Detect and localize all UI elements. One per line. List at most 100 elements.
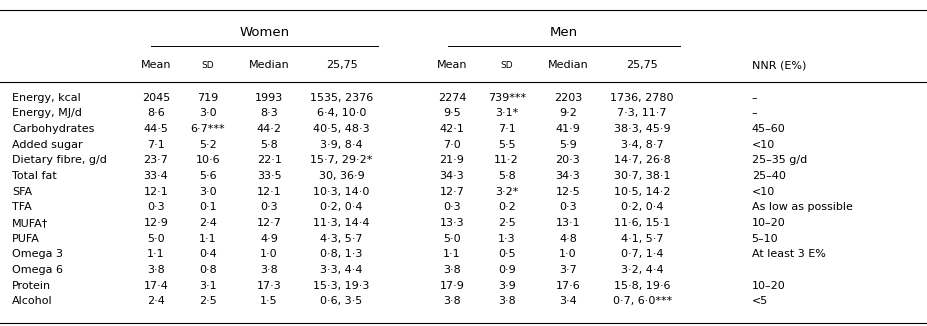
- Text: 25,75: 25,75: [626, 60, 657, 70]
- Text: 5·0: 5·0: [147, 234, 164, 244]
- Text: 13·3: 13·3: [439, 218, 464, 228]
- Text: Dietary fibre, g/d: Dietary fibre, g/d: [12, 156, 107, 165]
- Text: 33·4: 33·4: [144, 171, 168, 181]
- Text: 0·3: 0·3: [559, 202, 576, 212]
- Text: 0·2: 0·2: [497, 202, 515, 212]
- Text: 10·3, 14·0: 10·3, 14·0: [313, 187, 369, 197]
- Text: 1535, 2376: 1535, 2376: [310, 93, 373, 103]
- Text: 20·3: 20·3: [555, 156, 579, 165]
- Text: SFA: SFA: [12, 187, 32, 197]
- Text: 0·7, 6·0***: 0·7, 6·0***: [612, 296, 671, 306]
- Text: 8·6: 8·6: [146, 109, 165, 118]
- Text: 3·9, 8·4: 3·9, 8·4: [320, 140, 362, 150]
- Text: 3·0: 3·0: [199, 187, 216, 197]
- Text: <5: <5: [751, 296, 768, 306]
- Text: 17·3: 17·3: [257, 281, 281, 290]
- Text: 7·1: 7·1: [146, 140, 165, 150]
- Text: 12·1: 12·1: [257, 187, 281, 197]
- Text: 1993: 1993: [255, 93, 283, 103]
- Text: 719: 719: [197, 93, 218, 103]
- Text: 0·1: 0·1: [199, 202, 216, 212]
- Text: Added sugar: Added sugar: [12, 140, 83, 150]
- Text: 0·4: 0·4: [198, 249, 217, 259]
- Text: 44·2: 44·2: [257, 124, 281, 134]
- Text: 9·2: 9·2: [558, 109, 577, 118]
- Text: 45–60: 45–60: [751, 124, 784, 134]
- Text: 1·0: 1·0: [559, 249, 576, 259]
- Text: Energy, MJ/d: Energy, MJ/d: [12, 109, 82, 118]
- Text: 4·8: 4·8: [558, 234, 577, 244]
- Text: 33·5: 33·5: [257, 171, 281, 181]
- Text: Energy, kcal: Energy, kcal: [12, 93, 81, 103]
- Text: 6·7***: 6·7***: [190, 124, 225, 134]
- Text: 11·2: 11·2: [494, 156, 518, 165]
- Text: 5·5: 5·5: [498, 140, 514, 150]
- Text: 17·4: 17·4: [144, 281, 168, 290]
- Text: 22·1: 22·1: [257, 156, 281, 165]
- Text: Median: Median: [248, 60, 289, 70]
- Text: 1·0: 1·0: [260, 249, 277, 259]
- Text: 15·7, 29·2*: 15·7, 29·2*: [310, 156, 373, 165]
- Text: 10·5, 14·2: 10·5, 14·2: [614, 187, 669, 197]
- Text: 3·8: 3·8: [442, 296, 461, 306]
- Text: 14·7, 26·8: 14·7, 26·8: [613, 156, 670, 165]
- Text: 21·9: 21·9: [439, 156, 464, 165]
- Text: 25–40: 25–40: [751, 171, 785, 181]
- Text: 5·9: 5·9: [558, 140, 577, 150]
- Text: 3·1*: 3·1*: [494, 109, 518, 118]
- Text: 13·1: 13·1: [555, 218, 579, 228]
- Text: 1·1: 1·1: [199, 234, 216, 244]
- Text: 11·3, 14·4: 11·3, 14·4: [313, 218, 369, 228]
- Text: 3·1: 3·1: [199, 281, 216, 290]
- Text: PUFA: PUFA: [12, 234, 40, 244]
- Text: 2·4: 2·4: [198, 218, 217, 228]
- Text: 0·8: 0·8: [198, 265, 217, 275]
- Text: 3·4, 8·7: 3·4, 8·7: [620, 140, 663, 150]
- Text: 38·3, 45·9: 38·3, 45·9: [613, 124, 670, 134]
- Text: 0·2, 0·4: 0·2, 0·4: [320, 202, 362, 212]
- Text: 0·3: 0·3: [443, 202, 460, 212]
- Text: 30, 36·9: 30, 36·9: [318, 171, 364, 181]
- Text: <10: <10: [751, 187, 774, 197]
- Text: 3·8: 3·8: [260, 265, 278, 275]
- Text: 3·0: 3·0: [199, 109, 216, 118]
- Text: 2·4: 2·4: [146, 296, 165, 306]
- Text: 3·8: 3·8: [442, 265, 461, 275]
- Text: 4·9: 4·9: [260, 234, 278, 244]
- Text: Protein: Protein: [12, 281, 51, 290]
- Text: 8·3: 8·3: [260, 109, 278, 118]
- Text: 12·1: 12·1: [144, 187, 168, 197]
- Text: 12·7: 12·7: [439, 187, 464, 197]
- Text: 42·1: 42·1: [439, 124, 464, 134]
- Text: 30·7, 38·1: 30·7, 38·1: [614, 171, 669, 181]
- Text: 34·3: 34·3: [555, 171, 579, 181]
- Text: 17·9: 17·9: [439, 281, 464, 290]
- Text: 0·3: 0·3: [260, 202, 277, 212]
- Text: 4·3, 5·7: 4·3, 5·7: [320, 234, 362, 244]
- Text: 44·5: 44·5: [144, 124, 168, 134]
- Text: Women: Women: [239, 26, 289, 39]
- Text: 11·6, 15·1: 11·6, 15·1: [614, 218, 669, 228]
- Text: 4·1, 5·7: 4·1, 5·7: [620, 234, 663, 244]
- Text: 5·8: 5·8: [260, 140, 278, 150]
- Text: 41·9: 41·9: [555, 124, 579, 134]
- Text: SD: SD: [500, 61, 513, 70]
- Text: 12·9: 12·9: [144, 218, 168, 228]
- Text: SD: SD: [201, 61, 214, 70]
- Text: 9·5: 9·5: [442, 109, 461, 118]
- Text: 23·7: 23·7: [144, 156, 168, 165]
- Text: 3·7: 3·7: [558, 265, 577, 275]
- Text: 0·8, 1·3: 0·8, 1·3: [320, 249, 362, 259]
- Text: 1·5: 1·5: [260, 296, 277, 306]
- Text: 25–35 g/d: 25–35 g/d: [751, 156, 806, 165]
- Text: Median: Median: [547, 60, 588, 70]
- Text: 1·3: 1·3: [498, 234, 514, 244]
- Text: 5–10: 5–10: [751, 234, 778, 244]
- Text: –: –: [751, 93, 756, 103]
- Text: Men: Men: [550, 26, 578, 39]
- Text: 3·2, 4·4: 3·2, 4·4: [620, 265, 663, 275]
- Text: 2274: 2274: [438, 93, 465, 103]
- Text: 7·0: 7·0: [442, 140, 461, 150]
- Text: 2·5: 2·5: [198, 296, 217, 306]
- Text: 7·1: 7·1: [497, 124, 515, 134]
